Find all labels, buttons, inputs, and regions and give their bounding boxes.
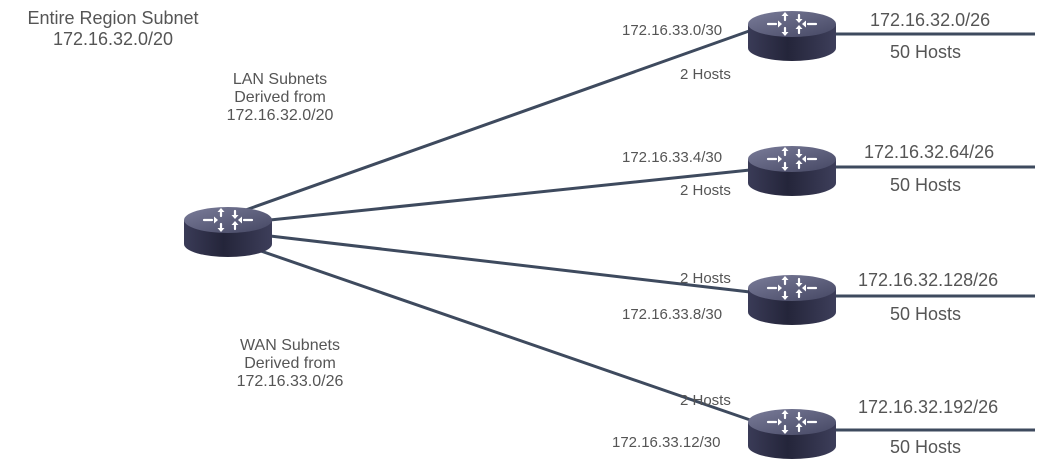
wan-link-2 [268, 168, 752, 222]
wan-note-line-2: Derived from [244, 355, 336, 372]
branch-router-3-icon [746, 273, 838, 327]
wan-hosts-label-3: 2 Hosts [680, 270, 731, 287]
lan-subnet-label-3: 172.16.32.128/26 [858, 270, 999, 290]
region-subnet: 172.16.32.0/20 [52, 29, 174, 49]
wan-note-line-1: WAN Subnets [240, 337, 340, 354]
wan-subnet-label-2: 172.16.33.4/30 [622, 149, 723, 166]
lan-subnets-note: LAN Subnets Derived from 172.16.32.0/20 [200, 71, 360, 125]
wan-link-4 [256, 248, 758, 424]
lan-hosts-label-1: 50 Hosts [890, 42, 962, 62]
wan-subnets-note: WAN Subnets Derived from 172.16.33.0/26 [210, 337, 370, 391]
lan-subnet-label-2: 172.16.32.64/26 [864, 142, 995, 162]
wan-link-3 [268, 234, 752, 294]
branch-router-4-icon [746, 407, 838, 461]
wan-hosts-label-1: 2 Hosts [680, 66, 731, 83]
lan-note-line-3: 172.16.32.0/20 [226, 107, 334, 124]
wan-subnet-label-3: 172.16.33.8/30 [622, 306, 723, 323]
branch-router-2-icon [746, 144, 838, 198]
branch-router-1-icon [746, 9, 838, 63]
region-heading: Entire Region Subnet 172.16.32.0/20 [8, 8, 218, 50]
lan-subnet-label-4: 172.16.32.192/26 [858, 397, 999, 417]
region-title: Entire Region Subnet [27, 8, 199, 28]
lan-hosts-label-3: 50 Hosts [890, 304, 962, 324]
wan-note-line-3: 172.16.33.0/26 [236, 373, 344, 390]
wan-hosts-label-4: 2 Hosts [680, 392, 731, 409]
lan-note-line-2: Derived from [234, 89, 326, 106]
lan-subnet-label-1: 172.16.32.0/26 [870, 10, 991, 30]
hub-router-icon [182, 205, 274, 259]
wan-subnet-label-4: 172.16.33.12/30 [612, 434, 721, 451]
wan-link-1 [238, 28, 754, 214]
wan-subnet-label-1: 172.16.33.0/30 [622, 22, 723, 39]
wan-hosts-label-2: 2 Hosts [680, 182, 731, 199]
lan-note-line-1: LAN Subnets [232, 71, 328, 88]
lan-hosts-label-4: 50 Hosts [890, 437, 962, 457]
lan-hosts-label-2: 50 Hosts [890, 175, 962, 195]
